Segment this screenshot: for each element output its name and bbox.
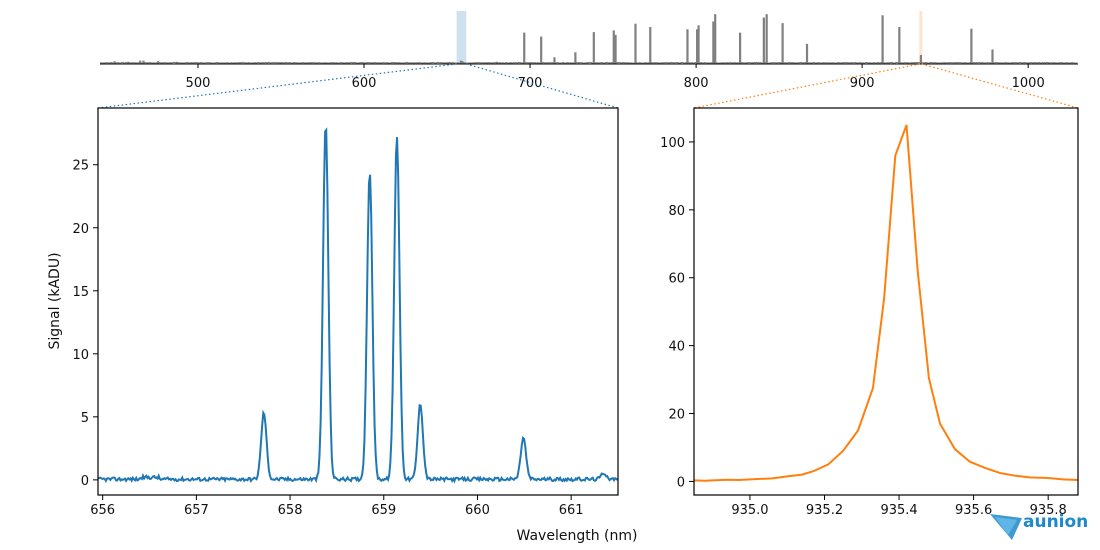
zoom-connector-line [97,63,457,109]
left-x-tick-label: 656 [90,503,115,518]
overview-x-tick-label: 900 [850,76,875,91]
left-x-ticks: 656 657 658 659 660 661 [90,495,584,518]
overview-x-tick-label: 800 [684,76,709,91]
right-y-ticks: 0 20 40 60 80 100 [660,136,694,490]
left-x-tick-label: 657 [184,503,209,518]
left-plot-frame [97,107,619,496]
right-x-tick-label: 935.6 [955,503,992,518]
overview-x-tick-label: 700 [518,76,543,91]
right-series-line [694,124,1078,482]
aunion-logo: aunion [990,512,1088,540]
right-y-tick-label: 80 [668,204,685,219]
overview-spectrum-panel: 500 600 700 800 900 1000 [100,11,1078,91]
left-y-tick-label: 10 [72,348,89,363]
left-x-tick-label: 660 [465,503,490,518]
left-x-tick-label: 659 [371,503,396,518]
zoom-connector-line [693,63,921,109]
x-axis-label: Wavelength (nm) [517,528,638,544]
right-x-tick-label: 935.2 [806,503,843,518]
right-y-tick-label: 20 [668,408,685,423]
right-x-tick-label: 935.0 [731,503,768,518]
left-x-tick-label: 661 [559,503,584,518]
left-y-tick-label: 25 [72,159,89,174]
right-x-ticks: 935.0 935.2 935.4 935.6 935.8 [731,495,1067,518]
overview-x-ticks: 500 600 700 800 900 1000 [186,64,1045,91]
overview-zoom-highlight [456,11,467,64]
left-series-line [98,127,618,484]
overview-x-tick-label: 500 [186,76,211,91]
left-y-tick-label: 20 [72,222,89,237]
overview-x-tick-label: 600 [352,76,377,91]
right-y-tick-label: 0 [677,475,685,490]
right-series-path [694,124,1078,482]
left-y-tick-label: 5 [81,411,89,426]
left-y-ticks: 0 5 10 15 20 25 [72,159,98,489]
overview-spectrum-lines [100,14,1078,64]
overview-highlights [456,11,923,64]
right-x-tick-label: 935.8 [1030,503,1067,518]
right-y-tick-label: 60 [668,272,685,287]
right-x-tick-label: 935.4 [880,503,917,518]
right-y-tick-label: 40 [668,340,685,355]
left-zoom-panel: 656 657 658 659 660 661 0 5 10 15 20 25 Signal (kA… [47,107,619,518]
zoom-connectors [97,63,1079,109]
overview-zoom-highlight [919,11,923,64]
overview-baseline [100,61,1078,64]
right-y-tick-label: 100 [660,136,685,151]
logo-wordmark: aunion [1023,512,1088,532]
overview-x-tick-label: 1000 [1012,76,1045,91]
left-y-tick-label: 0 [81,474,89,489]
right-plot-frame [693,107,1079,496]
left-y-tick-label: 15 [72,285,89,300]
right-zoom-panel: 935.0 935.2 935.4 935.6 935.8 0 20 40 60 80 100 [660,107,1079,518]
left-x-tick-label: 658 [278,503,303,518]
left-series-path [98,127,618,484]
zoom-connector-line [921,63,1079,109]
left-y-axis-label: Signal (kADU) [47,252,63,349]
